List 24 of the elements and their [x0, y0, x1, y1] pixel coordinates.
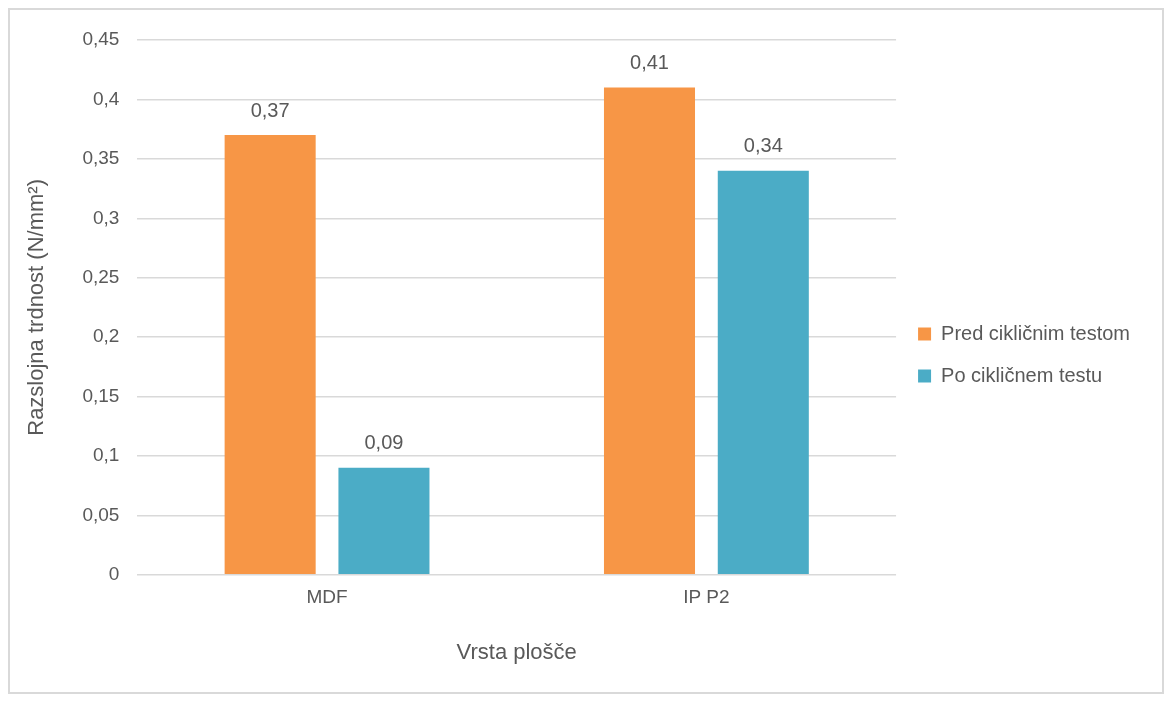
data-label: 0,09 — [364, 431, 404, 454]
y-tick-label: 0,4 — [92, 87, 120, 109]
bar — [338, 467, 430, 575]
y-tick-label: 0,2 — [92, 325, 120, 347]
y-tick-label: 0,05 — [82, 503, 120, 525]
y-tick-label: 0,3 — [92, 206, 120, 228]
legend-label: Pred cikličnim testom — [941, 321, 1130, 344]
y-tick-label: 0,25 — [82, 265, 120, 287]
y-tick-label: 0,1 — [92, 444, 120, 466]
y-tick-label: 0,35 — [82, 147, 120, 169]
data-label: 0,41 — [630, 51, 669, 74]
data-label: 0,34 — [743, 134, 783, 157]
legend-label: Po cikličnem testu — [941, 363, 1103, 386]
bar — [224, 135, 316, 575]
data-label: 0,37 — [250, 98, 290, 121]
y-tick-label: 0,15 — [82, 384, 120, 406]
x-tick-label: MDF — [306, 586, 348, 608]
y-tick-label: 0 — [108, 563, 120, 585]
bar — [717, 170, 809, 575]
x-axis-title: Vrsta plošče — [456, 638, 577, 664]
bar — [603, 87, 696, 575]
y-axis-title: Razslojna trdnost (N/mm²) — [23, 179, 49, 436]
x-tick-label: IP P2 — [683, 586, 730, 608]
y-tick-label: 0,45 — [82, 28, 120, 50]
